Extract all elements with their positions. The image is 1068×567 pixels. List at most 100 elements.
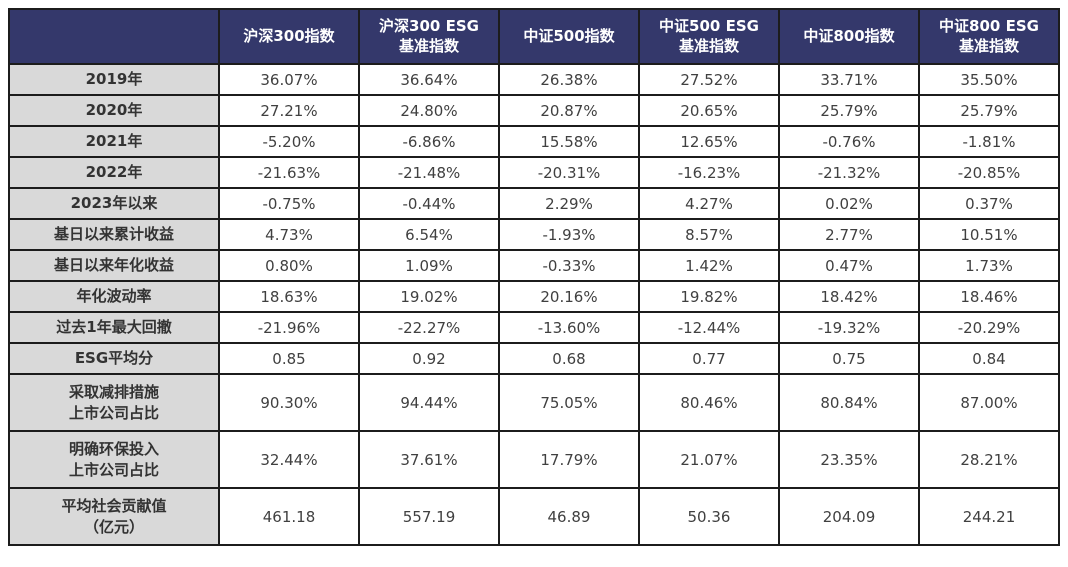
data-cell: 20.65% — [638, 94, 780, 127]
data-cell: -21.48% — [358, 156, 500, 189]
data-cell: 19.82% — [638, 280, 780, 313]
data-cell: -0.75% — [218, 187, 360, 220]
data-cell: 36.07% — [218, 63, 360, 96]
data-cell: 32.44% — [218, 430, 360, 489]
data-cell: 21.07% — [638, 430, 780, 489]
esg-index-comparison-table: 沪深300指数 沪深300 ESG 基准指数 中证500指数 中证500 ESG… — [8, 8, 1060, 546]
data-cell: 4.73% — [218, 218, 360, 251]
data-cell: 2.77% — [778, 218, 920, 251]
row-label: 明确环保投入 上市公司占比 — [8, 430, 220, 489]
row-label: 年化波动率 — [8, 280, 220, 313]
data-table: 沪深300指数 沪深300 ESG 基准指数 中证500指数 中证500 ESG… — [8, 8, 1060, 546]
row-label: 2019年 — [8, 63, 220, 96]
data-cell: -16.23% — [638, 156, 780, 189]
header-row: 沪深300指数 沪深300 ESG 基准指数 中证500指数 中证500 ESG… — [8, 8, 1060, 65]
data-cell: 35.50% — [918, 63, 1060, 96]
table-row: 2021年 -5.20% -6.86% 15.58% 12.65% -0.76%… — [8, 125, 1060, 158]
data-cell: 15.58% — [498, 125, 640, 158]
data-cell: -21.32% — [778, 156, 920, 189]
column-header-csi300: 沪深300指数 — [218, 8, 360, 65]
data-cell: 25.79% — [918, 94, 1060, 127]
data-cell: -5.20% — [218, 125, 360, 158]
data-cell: 20.16% — [498, 280, 640, 313]
table-row: 过去1年最大回撤 -21.96% -22.27% -13.60% -12.44%… — [8, 311, 1060, 344]
table-row: 平均社会贡献值 （亿元） 461.18 557.19 46.89 50.36 2… — [8, 487, 1060, 546]
data-cell: 0.47% — [778, 249, 920, 282]
data-cell: 18.46% — [918, 280, 1060, 313]
data-cell: 75.05% — [498, 373, 640, 432]
data-cell: 0.37% — [918, 187, 1060, 220]
data-cell: 0.75 — [778, 342, 920, 375]
data-cell: 27.52% — [638, 63, 780, 96]
row-label: 采取减排措施 上市公司占比 — [8, 373, 220, 432]
data-cell: 0.02% — [778, 187, 920, 220]
table-row: ESG平均分 0.85 0.92 0.68 0.77 0.75 0.84 — [8, 342, 1060, 375]
data-cell: 27.21% — [218, 94, 360, 127]
row-label: 过去1年最大回撤 — [8, 311, 220, 344]
data-cell: 4.27% — [638, 187, 780, 220]
row-label: 基日以来累计收益 — [8, 218, 220, 251]
data-cell: 2.29% — [498, 187, 640, 220]
row-label: 2021年 — [8, 125, 220, 158]
data-cell: 28.21% — [918, 430, 1060, 489]
row-label: 基日以来年化收益 — [8, 249, 220, 282]
data-cell: 1.09% — [358, 249, 500, 282]
data-cell: 461.18 — [218, 487, 360, 546]
data-cell: 36.64% — [358, 63, 500, 96]
data-cell: 1.42% — [638, 249, 780, 282]
column-header-csi800-esg: 中证800 ESG 基准指数 — [918, 8, 1060, 65]
row-label: 平均社会贡献值 （亿元） — [8, 487, 220, 546]
data-cell: -0.44% — [358, 187, 500, 220]
data-cell: 80.84% — [778, 373, 920, 432]
data-cell: 0.80% — [218, 249, 360, 282]
data-cell: 557.19 — [358, 487, 500, 546]
data-cell: 80.46% — [638, 373, 780, 432]
data-cell: -19.32% — [778, 311, 920, 344]
data-cell: -1.93% — [498, 218, 640, 251]
data-cell: 244.21 — [918, 487, 1060, 546]
corner-cell — [8, 8, 220, 65]
data-cell: 0.85 — [218, 342, 360, 375]
data-cell: -20.29% — [918, 311, 1060, 344]
table-row: 基日以来年化收益 0.80% 1.09% -0.33% 1.42% 0.47% … — [8, 249, 1060, 282]
data-cell: 87.00% — [918, 373, 1060, 432]
table-row: 采取减排措施 上市公司占比 90.30% 94.44% 75.05% 80.46… — [8, 373, 1060, 432]
data-cell: 0.92 — [358, 342, 500, 375]
data-cell: 37.61% — [358, 430, 500, 489]
data-cell: 24.80% — [358, 94, 500, 127]
data-cell: -22.27% — [358, 311, 500, 344]
row-label: 2020年 — [8, 94, 220, 127]
data-cell: 0.84 — [918, 342, 1060, 375]
data-cell: 204.09 — [778, 487, 920, 546]
column-header-csi500-esg: 中证500 ESG 基准指数 — [638, 8, 780, 65]
column-header-csi800: 中证800指数 — [778, 8, 920, 65]
data-cell: 0.68 — [498, 342, 640, 375]
data-cell: 19.02% — [358, 280, 500, 313]
data-cell: 94.44% — [358, 373, 500, 432]
data-cell: -12.44% — [638, 311, 780, 344]
data-cell: -21.63% — [218, 156, 360, 189]
data-cell: -0.76% — [778, 125, 920, 158]
table-row: 年化波动率 18.63% 19.02% 20.16% 19.82% 18.42%… — [8, 280, 1060, 313]
data-cell: 12.65% — [638, 125, 780, 158]
data-cell: 33.71% — [778, 63, 920, 96]
column-header-csi500: 中证500指数 — [498, 8, 640, 65]
data-cell: 0.77 — [638, 342, 780, 375]
data-cell: -13.60% — [498, 311, 640, 344]
table-row: 2022年 -21.63% -21.48% -20.31% -16.23% -2… — [8, 156, 1060, 189]
table-row: 2023年以来 -0.75% -0.44% 2.29% 4.27% 0.02% … — [8, 187, 1060, 220]
data-cell: 25.79% — [778, 94, 920, 127]
data-cell: -20.31% — [498, 156, 640, 189]
data-cell: 17.79% — [498, 430, 640, 489]
data-cell: 20.87% — [498, 94, 640, 127]
table-row: 2020年 27.21% 24.80% 20.87% 20.65% 25.79%… — [8, 94, 1060, 127]
data-cell: -1.81% — [918, 125, 1060, 158]
data-cell: -0.33% — [498, 249, 640, 282]
data-cell: 23.35% — [778, 430, 920, 489]
data-cell: 18.63% — [218, 280, 360, 313]
data-cell: -6.86% — [358, 125, 500, 158]
data-cell: 18.42% — [778, 280, 920, 313]
data-cell: 8.57% — [638, 218, 780, 251]
table-row: 明确环保投入 上市公司占比 32.44% 37.61% 17.79% 21.07… — [8, 430, 1060, 489]
data-cell: 1.73% — [918, 249, 1060, 282]
